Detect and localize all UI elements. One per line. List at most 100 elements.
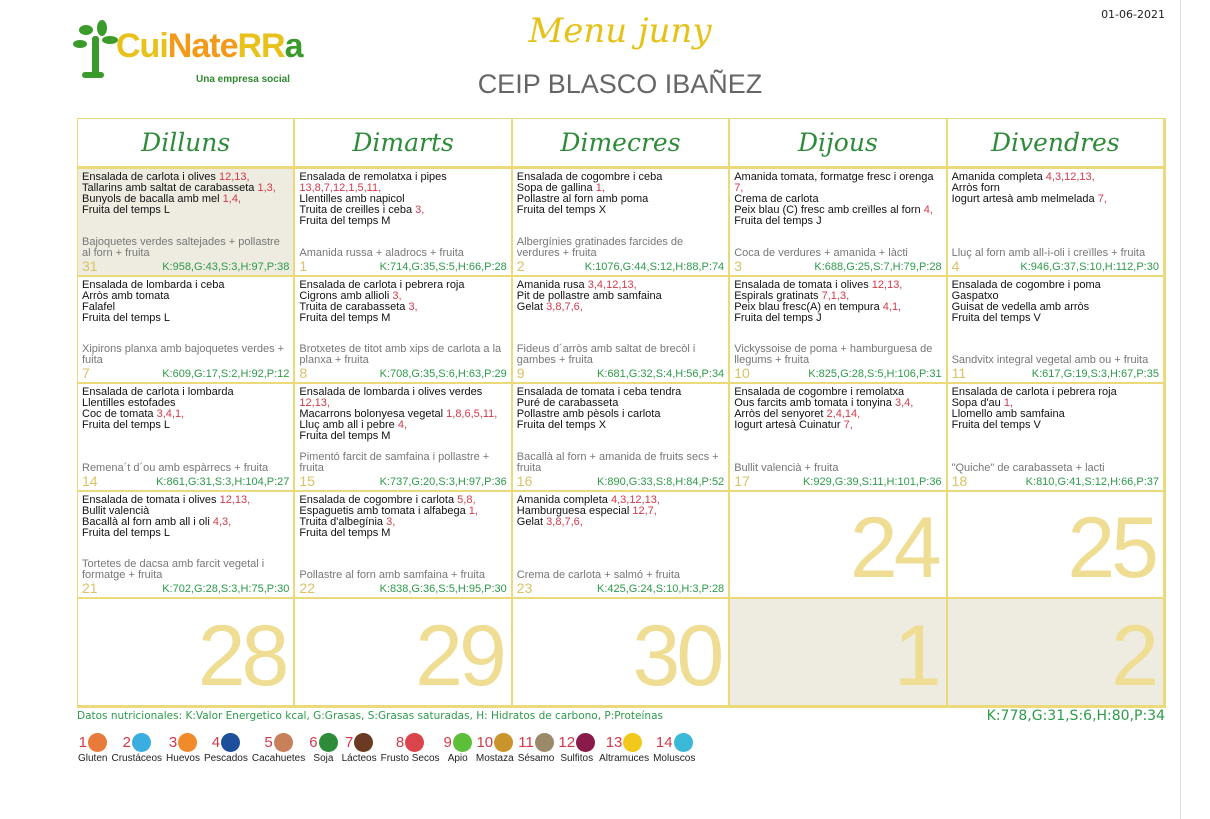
dinner-suggestion: Albergínies gratinades farcides de verdu… [516, 235, 684, 259]
dish-name: Puré de carabasseta [516, 397, 619, 409]
dish-name: Espaguetis amb tomata i alfabega [299, 504, 469, 517]
nutrition-values: K:838,G:36,S:5,H:95,P:30 [379, 583, 507, 595]
day-number: 18 [951, 472, 968, 489]
spacer [82, 539, 289, 560]
flower-figure-icon [73, 20, 118, 78]
spacer [517, 313, 724, 345]
dish-name: Fruita del temps J [734, 311, 822, 324]
day-number: 22 [299, 580, 315, 596]
dish-item: Llomello amb samfaina [952, 409, 1159, 420]
allergen-top: 11 [518, 733, 554, 752]
allergen-crust-ceos-icon [131, 733, 151, 752]
spacer [734, 324, 941, 345]
school-name: CEIP BLASCO IBAÑEZ [477, 69, 763, 99]
day-number: 16 [516, 472, 533, 489]
allergen-number: 14 [655, 734, 673, 751]
allergen-top: 9 [444, 733, 472, 752]
dish-name: Tallarins amb saltat de carabasseta [82, 182, 258, 194]
dish-item: Iogurt artesà amb melmelada 7, [952, 194, 1159, 205]
dish-item: Bunyols de bacalla amb mel 1,4, [82, 194, 289, 205]
allergen-top: 1 [79, 733, 107, 752]
dish-item: Gelat 3,8,7,6, [517, 301, 724, 313]
allergen-codes: 5,8, [457, 493, 476, 506]
cell-footer: 9 K:681,G:32,S:4,H:56,P:34 [517, 366, 724, 380]
dish-item: Macarrons bolonyesa vegetal 1,8,6,5,11, [299, 409, 506, 420]
weekday-header: Dimarts [295, 119, 513, 169]
dish-name: Ensalada de carlota i pebrera roja [951, 386, 1117, 398]
day-number: 23 [516, 580, 533, 596]
allergen-item: 13 Altramuces [599, 733, 649, 764]
allergen-l-cteos-icon [354, 733, 374, 752]
dish-name: Gelat [516, 515, 547, 528]
dish-item: Fruita del temps J [734, 216, 941, 227]
allergen-label: Mostaza [475, 753, 514, 764]
day-cell: 1 [730, 599, 948, 707]
allergen-item: 4 Pescados [204, 733, 248, 764]
dish-list: Ensalada de cogombre i remolatxa Ous farc… [734, 387, 941, 431]
dish-item: Coc de tomata 3,4,1, [82, 409, 289, 420]
dinner-suggestion: Sandvitx integral vegetal amb ou + fruit… [951, 354, 1149, 366]
dish-item: Cigrons amb allioli 3, [299, 289, 506, 302]
allergen-codes: 13,8,7,12,1,5,11, [299, 182, 382, 194]
nutrition-values: K:617,G:19,S:3,H:67,P:35 [1031, 368, 1159, 380]
dish-name: Ous farcits amb tomata i tonyina [734, 397, 895, 409]
allergen-item: 1 Gluten [78, 733, 107, 764]
dish-list: Amanida completa 4,3,12,13, Arròs forn Iog… [952, 172, 1159, 205]
allergen-codes: 12,13, [218, 171, 250, 183]
day-number: 21 [82, 580, 98, 596]
dish-name: Ensalada de cogombre i remolatxa [734, 386, 905, 398]
allergen-number: 10 [476, 734, 494, 751]
average-nutrition: K:778,G:31,S:6,H:80,P:34 [986, 708, 1165, 724]
allergen-label: Apio [447, 753, 468, 764]
allergen-top: 10 [476, 733, 514, 752]
allergen-altramuces-icon [623, 733, 643, 752]
allergen-codes: 3,8,7,6, [546, 515, 583, 528]
dish-name: Truita de creilles i ceba [299, 204, 416, 216]
spacer [517, 431, 724, 452]
cell-footer: 4 K:946,G:37,S:10,H:112,P:30 [952, 259, 1159, 273]
dish-name: Peix blau fresc(A) en tempura [734, 300, 883, 313]
dish-name: Fruita del temps X [516, 419, 607, 431]
dish-item: Espaguetis amb tomata i alfabega 1, [299, 504, 506, 517]
day-number: 24 [849, 500, 942, 596]
allergen-codes: 1, [1003, 397, 1014, 409]
dish-name: Falafel [82, 300, 116, 313]
nutrition-values: K:425,G:24,S:10,H:3,P:28 [596, 583, 725, 595]
cell-footer: 16 K:890,G:33,S:8,H:84,P:52 [517, 474, 724, 488]
cell-footer: 18 K:810,G:41,S:12,H:66,P:37 [952, 474, 1159, 488]
dish-item: Bullit valencià [82, 504, 289, 517]
allergen-number: 5 [264, 734, 273, 751]
allergen-sulfitos-icon [576, 733, 596, 752]
dish-name: Bullit valencià [82, 504, 150, 517]
nutrition-legend: Datos nutricionales: K:Valor Energetico … [77, 710, 663, 722]
day-number: 4 [951, 257, 960, 274]
dish-name: Sopa de gallina [516, 182, 596, 194]
dish-item: Ensalada de remolatxa i pipes 13,8,7,12,… [299, 172, 506, 194]
spacer [82, 324, 289, 345]
dish-name: Fruita del temps M [299, 215, 391, 227]
dish-name: Espirals gratinats [734, 289, 822, 302]
allergen-label: Frusto Secos [380, 753, 440, 764]
dish-name: Ensalada de cogombre i carlota [299, 493, 458, 506]
dish-item: Ensalada de carlota i lombarda [82, 387, 289, 398]
day-number: 29 [415, 607, 507, 704]
dish-list: Ensalada de lombarda i olives verdes 12,… [299, 387, 506, 442]
dish-name: Cigrons amb allioli [299, 289, 393, 302]
dish-name: Ensalada de cogombre i ceba [516, 171, 663, 183]
dish-name: Fruita del temps M [299, 526, 391, 539]
allergen-mostaza-icon [494, 733, 514, 752]
allergen-number: 2 [122, 734, 131, 751]
dinner-suggestion: Bajoquetes verdes saltejades + pollastre… [82, 235, 280, 259]
spacer [299, 324, 506, 345]
cell-footer: 21 K:702,G:28,S:3,H:75,P:30 [82, 581, 289, 595]
dish-name: Gaspatxo [951, 289, 999, 302]
allergen-legend: 1 Gluten 2 Crustáceos 3 Huevos 4 Pescados 5 Cacah… [78, 733, 695, 764]
spacer [299, 227, 506, 248]
cell-footer: 2 K:1076,G:44,S:12,H:88,P:74 [517, 259, 724, 273]
dish-name: Iogurt artesà amb melmelada [951, 193, 1098, 205]
dish-name: Ensalada de carlota i olives [82, 171, 219, 183]
allergen-label: Gluten [78, 753, 108, 764]
allergen-codes: 4,3,12,13, [610, 493, 660, 506]
allergen-top: 2 [123, 733, 151, 752]
dish-item: Amanida tomata, formatge fresc i orenga … [734, 172, 941, 194]
